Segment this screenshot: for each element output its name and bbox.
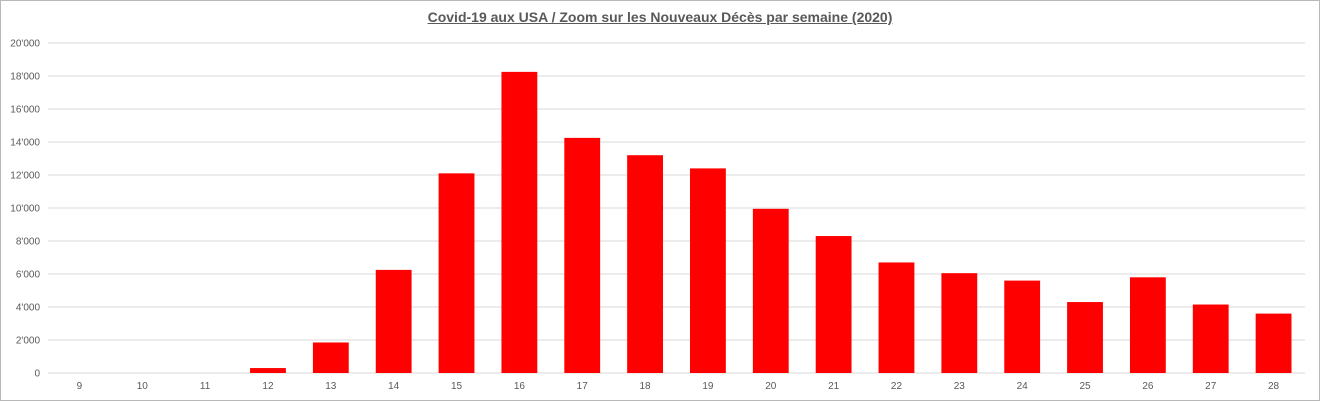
bar-week-21 [815, 236, 852, 373]
x-tick-label: 13 [325, 381, 337, 392]
bar-week-27 [1192, 304, 1229, 373]
bar-week-28 [1255, 313, 1292, 373]
y-tick-label: 14'000 [10, 138, 40, 149]
bar-week-17 [564, 137, 601, 373]
x-tick-label: 25 [1079, 381, 1091, 392]
bar-week-20 [752, 208, 789, 373]
x-tick-label: 28 [1268, 381, 1280, 392]
x-tick-label: 27 [1205, 381, 1217, 392]
y-tick-label: 6'000 [16, 270, 41, 281]
x-tick-label: 23 [954, 381, 966, 392]
y-tick-label: 12'000 [10, 171, 40, 182]
bar-week-25 [1067, 302, 1103, 373]
y-tick-label: 16'000 [10, 105, 40, 116]
y-tick-label: 10'000 [10, 204, 40, 215]
bar-week-15 [438, 173, 475, 373]
y-tick-label: 2'000 [16, 336, 41, 347]
bar-week-12 [250, 368, 286, 373]
x-axis: 9 10 11 12 13 14 15 16 17 18 19 20 21 22 23 24 25 26 27 28 [77, 381, 1280, 392]
chart-title: Covid-19 aux USA / Zoom sur les Nouveaux… [427, 9, 893, 25]
y-axis: 0 2'000 4'000 6'000 8'000 10'000 12'000 14'000 1… [10, 39, 40, 380]
x-tick-label: 22 [891, 381, 903, 392]
x-tick-label: 12 [262, 381, 274, 392]
y-tick-label: 18'000 [10, 72, 40, 83]
x-tick-label: 9 [77, 381, 83, 392]
bar-week-23 [941, 273, 978, 373]
y-tick-label: 0 [34, 369, 40, 380]
y-tick-label: 4'000 [16, 303, 41, 314]
bar-week-16 [501, 71, 538, 373]
x-tick-label: 26 [1142, 381, 1154, 392]
bar-week-24 [1004, 280, 1041, 373]
x-tick-label: 19 [702, 381, 714, 392]
x-tick-label: 21 [828, 381, 840, 392]
bar-week-22 [878, 262, 915, 373]
y-tick-label: 20'000 [10, 39, 40, 50]
y-tick-label: 8'000 [16, 237, 41, 248]
bar-week-18 [627, 155, 663, 373]
x-tick-label: 18 [640, 381, 652, 392]
x-tick-label: 16 [514, 381, 526, 392]
x-tick-label: 17 [577, 381, 589, 392]
x-tick-label: 20 [765, 381, 777, 392]
bar-week-14 [375, 269, 412, 373]
bar-week-19 [690, 168, 726, 373]
bar-week-13 [312, 342, 349, 373]
bars [250, 71, 1292, 373]
x-tick-label: 11 [200, 381, 211, 392]
x-tick-label: 24 [1017, 381, 1029, 392]
x-tick-label: 14 [388, 381, 400, 392]
gridlines [48, 42, 1305, 374]
x-tick-label: 15 [451, 381, 463, 392]
bar-week-26 [1129, 277, 1166, 373]
x-tick-label: 10 [137, 381, 149, 392]
